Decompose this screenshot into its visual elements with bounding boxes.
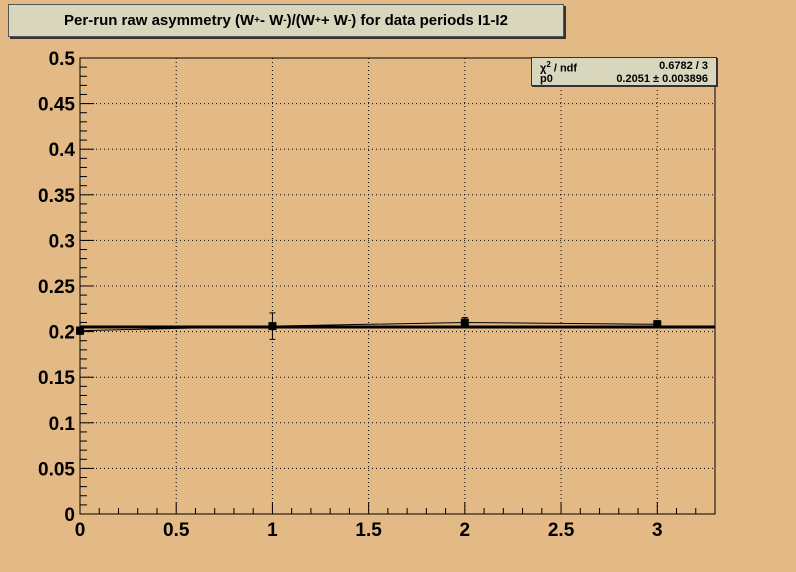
y-tick-label-9: 0.45 — [38, 95, 75, 116]
title-sup-3: + — [314, 15, 321, 26]
data-point-3 — [653, 320, 662, 329]
x-tick-label-4: 2 — [460, 520, 471, 541]
data-point-0 — [76, 326, 84, 335]
title-part-2: - W — [259, 12, 284, 29]
data-polyline — [79, 321, 658, 332]
title-sup-1: + — [254, 15, 260, 26]
p0-label: p0 — [540, 73, 553, 85]
y-tick-label-8: 0.4 — [49, 140, 76, 161]
chi2-sup: 2 — [546, 60, 551, 69]
y-tick-label-10: 0.5 — [49, 49, 76, 70]
y-tick-label-7: 0.35 — [38, 186, 75, 207]
stats-row-chi2: χ2 / ndf 0.6782 / 3 — [532, 60, 716, 75]
title-sup-2: - — [283, 15, 287, 26]
chi2-suffix: / ndf — [550, 62, 578, 75]
x-tick-label-0: 0 — [75, 520, 86, 541]
chi2-symbol: χ — [540, 62, 547, 75]
y-tick-label-4: 0.2 — [49, 323, 75, 344]
title-part-5: ) for data periods I1-I2 — [351, 12, 508, 29]
x-tick-label-2: 1 — [267, 520, 278, 541]
y-tick-label-5: 0.25 — [38, 277, 75, 298]
title-part-3: )/(W — [286, 12, 315, 29]
x-tick-label-1: 0.5 — [163, 520, 190, 541]
chart-title: Per-run raw asymmetry (W + - W -)/(W + + W-… — [8, 4, 564, 37]
y-tick-label-2: 0.1 — [49, 414, 76, 435]
stats-row-p0: p0 0.2051 ± 0.003896 — [532, 73, 716, 86]
y-tick-label-6: 0.3 — [49, 231, 75, 252]
plot-frame — [79, 57, 716, 515]
y-tick-label-1: 0.05 — [38, 459, 75, 480]
p0-value: 0.2051 ± 0.003896 — [616, 73, 708, 85]
x-tick-label-6: 3 — [652, 520, 663, 541]
data-point-2 — [460, 318, 469, 327]
title-part-1: Per-run raw asymmetry (W — [64, 12, 255, 29]
fit-stats-box: χ2 / ndf 0.6782 / 3 p0 0.2051 ± 0.003896 — [531, 57, 717, 86]
chi2-label: χ2 / ndf — [540, 60, 577, 75]
title-part-4: + W — [320, 12, 348, 29]
title-sup-4: - — [347, 15, 352, 26]
x-tick-label-5: 2.5 — [548, 520, 575, 541]
chi2-value: 0.6782 / 3 — [659, 60, 708, 72]
y-tick-label-0: 0 — [64, 505, 75, 526]
y-tick-label-3: 0.15 — [38, 368, 75, 389]
data-point-1 — [268, 322, 277, 331]
x-tick-label-3: 1.5 — [355, 520, 382, 541]
